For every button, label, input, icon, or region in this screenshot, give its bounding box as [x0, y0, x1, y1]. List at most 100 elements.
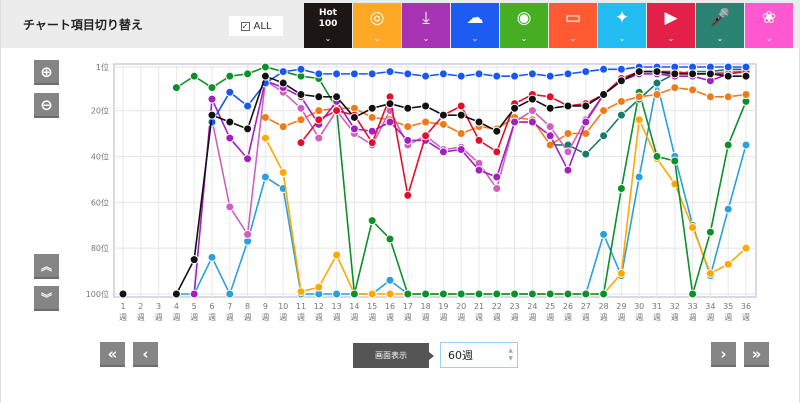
tab-youtube[interactable]: ▶ ⌄ [647, 3, 695, 48]
data-point [456, 110, 466, 120]
data-point [314, 92, 324, 102]
data-point [581, 67, 591, 77]
tab-karaoke[interactable]: 🎤 ⌄ [696, 3, 744, 48]
data-point [634, 92, 644, 102]
data-point [296, 115, 306, 125]
data-point [260, 71, 270, 81]
data-point [563, 128, 573, 138]
chart-switch-header: チャート項目切り替え ✓ ALL Hot 100 ⌄ ◎ ⌄ ⤓ ⌄ ☁ ⌄ ◉ ⌄ ▭ ⌄ ✦ ⌄ ▶ ⌄ 🎤 ⌄ ❀… [1, 0, 800, 48]
data-point [599, 229, 609, 239]
data-point [314, 282, 324, 292]
series-9 [118, 67, 751, 299]
tab-pc-lookup[interactable]: ▭ ⌄ [549, 3, 597, 48]
hot100-label: Hot 100 [318, 8, 338, 29]
data-point [563, 147, 573, 157]
data-point [349, 289, 359, 299]
chevron-down-icon: ⌄ [765, 34, 773, 43]
chevron-down-icon: ⌄ [373, 34, 381, 43]
x-tick-unit: 週 [564, 313, 572, 322]
chevron-down-icon: ⌄ [569, 34, 577, 43]
display-range-select[interactable]: 60週 ▲ ▼ [440, 342, 518, 368]
data-point [527, 69, 537, 79]
data-point [296, 138, 306, 148]
data-point [421, 117, 431, 127]
data-point [581, 289, 591, 299]
radio-antenna-icon: ◉ [516, 8, 532, 28]
data-point [189, 255, 199, 265]
data-point [278, 67, 288, 77]
x-tick-unit: 週 [155, 313, 163, 322]
x-tick-label: 27 [581, 302, 591, 311]
scroll-down-button[interactable]: ︾ [34, 286, 59, 311]
data-point [367, 289, 377, 299]
tab-sales[interactable]: ◎ ⌄ [353, 3, 401, 48]
data-point [278, 167, 288, 177]
data-point [403, 122, 413, 132]
x-tick-label: 33 [688, 302, 698, 311]
chevron-left-icon: ‹ [142, 344, 149, 363]
zoom-in-button[interactable]: ⊕ [34, 60, 59, 85]
x-tick-unit: 週 [422, 313, 430, 322]
chevron-down-icon: ⌄ [422, 34, 430, 43]
data-point [296, 287, 306, 297]
x-tick-unit: 週 [600, 313, 608, 322]
data-point [688, 223, 698, 233]
tab-twitter[interactable]: ✦ ⌄ [598, 3, 646, 48]
prev-page-button[interactable]: ‹ [133, 342, 158, 367]
data-point [260, 112, 270, 122]
data-point [545, 289, 555, 299]
tab-all-combined[interactable]: ❀ ⌄ [745, 3, 793, 48]
data-point [421, 71, 431, 81]
spinner-arrows-icon: ▲ ▼ [508, 347, 513, 362]
data-point [670, 156, 680, 166]
data-point [225, 202, 235, 212]
display-range-value: 60週 [448, 349, 473, 362]
tab-download[interactable]: ⤓ ⌄ [402, 3, 450, 48]
data-point [243, 69, 253, 79]
data-point [492, 147, 502, 157]
x-tick-unit: 週 [617, 313, 625, 322]
x-tick-label: 26 [563, 302, 573, 311]
data-point [510, 117, 520, 127]
x-tick-unit: 週 [208, 313, 216, 322]
data-point [741, 140, 751, 150]
tab-radio[interactable]: ◉ ⌄ [500, 3, 548, 48]
data-point [456, 128, 466, 138]
data-point [670, 69, 680, 79]
x-tick-unit: 週 [493, 313, 501, 322]
zoom-out-button[interactable]: ⊖ [34, 93, 59, 118]
x-tick-unit: 週 [546, 313, 554, 322]
first-page-button[interactable]: « [100, 342, 125, 367]
data-point [349, 69, 359, 79]
x-tick-unit: 週 [315, 313, 323, 322]
data-point [510, 103, 520, 113]
scroll-up-button[interactable]: ︽ [34, 254, 59, 279]
data-point [545, 131, 555, 141]
data-point [225, 117, 235, 127]
x-tick-label: 22 [492, 302, 502, 311]
x-tick-unit: 週 [137, 313, 145, 322]
data-point [723, 204, 733, 214]
data-point [403, 135, 413, 145]
zoom-in-icon: ⊕ [40, 62, 53, 81]
double-chevron-up-icon: ︽ [41, 259, 52, 273]
data-point [260, 133, 270, 143]
x-tick-label: 14 [349, 302, 359, 311]
data-point [474, 165, 484, 175]
data-point [492, 184, 502, 194]
cloud-music-icon: ☁ [466, 8, 484, 28]
all-checkbox[interactable]: ✓ ALL [229, 16, 283, 36]
y-tick-label: 100位 [86, 289, 109, 299]
x-tick-label: 12 [314, 302, 324, 311]
data-point [385, 117, 395, 127]
x-tick-label: 17 [403, 302, 413, 311]
data-point [705, 227, 715, 237]
last-page-button[interactable]: » [744, 342, 769, 367]
x-tick-label: 18 [421, 302, 431, 311]
data-point [527, 289, 537, 299]
next-page-button[interactable]: › [711, 342, 736, 367]
data-point [385, 275, 395, 285]
tab-hot100[interactable]: Hot 100 ⌄ [304, 3, 352, 48]
data-point [527, 117, 537, 127]
tab-streaming[interactable]: ☁ ⌄ [451, 3, 499, 48]
